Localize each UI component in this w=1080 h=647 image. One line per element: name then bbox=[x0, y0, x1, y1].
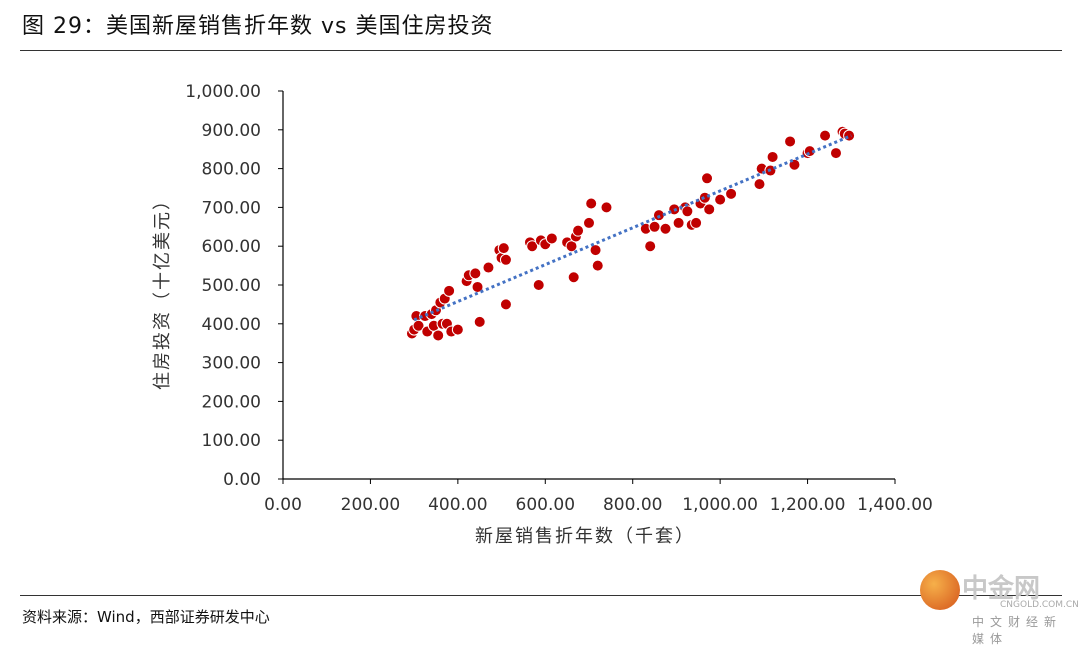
data-points bbox=[405, 125, 856, 342]
y-tick-label: 800.00 bbox=[202, 160, 261, 180]
x-tick-label: 600.00 bbox=[516, 495, 575, 515]
data-point bbox=[567, 271, 580, 284]
x-tick-label: 400.00 bbox=[428, 495, 487, 515]
watermark-url: CNGOLD.COM.CN bbox=[1000, 600, 1079, 610]
data-point bbox=[703, 203, 716, 216]
page-title: 图 29：美国新屋销售折年数 vs 美国住房投资 bbox=[22, 14, 494, 39]
x-axis: 0.00 200.00 400.00 600.00 800.00 1,000.00 1,20… bbox=[264, 478, 933, 515]
data-point bbox=[469, 267, 482, 280]
data-point bbox=[843, 129, 856, 142]
data-point bbox=[644, 240, 657, 253]
y-axis: 0.00 100.00 200.00 300.00 400.00 500.00 600.00… bbox=[185, 82, 284, 490]
data-point bbox=[432, 329, 445, 342]
data-point bbox=[412, 319, 425, 332]
data-point bbox=[473, 315, 486, 328]
data-point bbox=[681, 205, 694, 218]
source-note: 资料来源：Wind，西部证券研发中心 bbox=[22, 608, 270, 626]
data-point bbox=[819, 129, 832, 142]
data-point bbox=[766, 150, 779, 163]
y-tick-label: 1,000.00 bbox=[185, 82, 261, 102]
watermark-name: 中金网 bbox=[962, 574, 1041, 604]
y-tick-label: 900.00 bbox=[202, 121, 261, 141]
data-point bbox=[545, 232, 558, 245]
watermark-logo: 中金网 CNGOLD.COM.CN 中文财经新媒体 bbox=[912, 566, 1079, 646]
data-point bbox=[572, 224, 585, 237]
data-point bbox=[532, 279, 545, 291]
x-tick-label: 1,000.00 bbox=[682, 495, 758, 515]
x-tick-label: 0.00 bbox=[264, 495, 302, 515]
y-tick-label: 700.00 bbox=[202, 198, 261, 218]
data-point bbox=[672, 216, 685, 229]
data-point bbox=[589, 244, 602, 257]
data-point bbox=[591, 259, 604, 272]
data-point bbox=[698, 191, 711, 204]
data-point bbox=[725, 187, 738, 200]
data-point bbox=[471, 280, 484, 293]
data-point bbox=[497, 242, 510, 255]
data-point bbox=[526, 240, 539, 253]
data-point bbox=[753, 178, 766, 191]
data-point bbox=[451, 323, 464, 336]
trendline-line bbox=[413, 134, 852, 322]
y-tick-label: 600.00 bbox=[202, 237, 261, 257]
y-tick-label: 0.00 bbox=[223, 470, 261, 490]
x-tick-label: 200.00 bbox=[341, 495, 400, 515]
data-point bbox=[829, 147, 842, 160]
y-axis-label: 住房投资（十亿美元） bbox=[152, 190, 173, 390]
y-tick-label: 500.00 bbox=[202, 276, 261, 296]
data-point bbox=[600, 201, 613, 214]
data-point bbox=[784, 135, 797, 148]
data-point bbox=[482, 261, 495, 274]
data-point bbox=[659, 222, 672, 235]
data-point bbox=[690, 216, 703, 229]
data-point bbox=[585, 197, 598, 210]
data-point bbox=[499, 253, 512, 266]
data-point bbox=[583, 216, 595, 229]
data-point bbox=[701, 172, 714, 185]
x-tick-label: 800.00 bbox=[603, 495, 662, 515]
watermark-subtitle: 中文财经新媒体 bbox=[972, 615, 1063, 646]
y-tick-label: 200.00 bbox=[202, 392, 261, 412]
data-point bbox=[714, 193, 727, 206]
trendline bbox=[413, 134, 852, 322]
x-tick-label: 1,400.00 bbox=[857, 495, 933, 515]
y-tick-label: 400.00 bbox=[202, 315, 261, 335]
title-divider bbox=[20, 50, 1062, 51]
data-point bbox=[648, 220, 661, 233]
data-point bbox=[565, 240, 578, 253]
logo-mark-icon bbox=[920, 570, 960, 610]
y-tick-label: 100.00 bbox=[202, 431, 261, 451]
x-tick-label: 1,200.00 bbox=[770, 495, 846, 515]
footer-divider bbox=[20, 595, 1062, 596]
data-point bbox=[499, 298, 512, 311]
y-tick-label: 300.00 bbox=[202, 354, 261, 374]
data-point bbox=[443, 284, 456, 297]
scatter-chart: 0.00 100.00 200.00 300.00 400.00 500.00 600.00… bbox=[152, 82, 933, 547]
x-axis-label: 新屋销售折年数（千套） bbox=[475, 526, 695, 547]
